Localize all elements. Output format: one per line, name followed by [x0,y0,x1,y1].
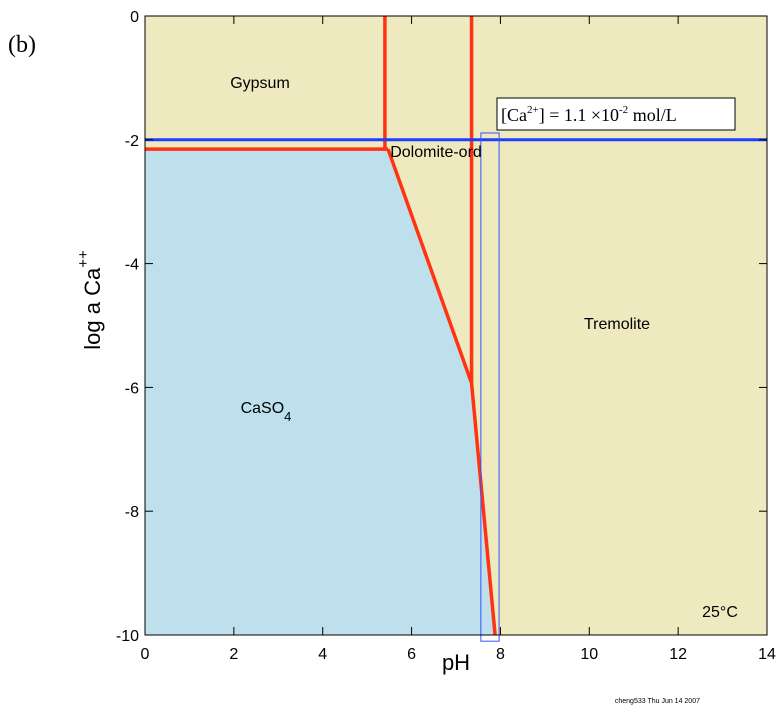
footer: cheng533 Thu Jun 14 2007 [615,698,700,705]
panel-label: (b) [8,32,36,58]
region-name: CaSO [241,400,285,417]
x-tick-label: 8 [496,646,505,663]
x-tick-label: 2 [229,646,238,663]
x-tick-label: 0 [141,646,150,663]
phase-region [384,16,472,384]
region-label: Dolomite-ord [390,144,482,161]
region-label: CaSO4 [241,400,292,424]
phase-region [145,16,385,150]
x-tick-label: 14 [758,646,776,663]
annotation-part: -2 [619,104,628,116]
region-label: Gypsum [230,75,290,92]
plot-frame [144,15,768,636]
highlight-box [480,132,500,642]
region-name: Gypsum [230,75,290,92]
region-name: Tremolite [584,316,650,333]
y-axis-label-sup: ++ [75,250,92,268]
x-tick-label: 12 [669,646,687,663]
annotation-part: mol/L [628,105,677,125]
x-tick-label: 4 [318,646,327,663]
x-tick-label: 10 [580,646,598,663]
x-tick-label: 6 [407,646,416,663]
y-axis-label: log a Ca++ [75,250,105,350]
annotation-part: ] = 1.1 ×10 [539,105,619,125]
y-tick-label: -4 [125,257,139,274]
y-tick-label: -6 [125,380,139,397]
annotation-box [496,97,736,131]
region-label: Tremolite [584,316,650,333]
x-axis-label: pH [442,650,470,675]
region-subscript: 4 [284,409,291,424]
temperature-label: 25°C [702,604,738,621]
y-tick-label: -10 [116,628,139,645]
y-axis-label-main: log a Ca [80,267,105,350]
y-tick-label: -2 [125,133,139,150]
phase-region [145,149,496,635]
phase-boundary [386,148,497,636]
region-name: Dolomite-ord [390,144,482,161]
annotation: [Ca2+] = 1.1 ×10-2 mol/L [501,104,677,125]
y-tick-label: 0 [130,9,139,26]
annotation-part: [Ca [501,105,527,125]
y-tick-label: -8 [125,504,139,521]
phase-region [471,16,767,635]
annotation-part: 2+ [527,104,539,116]
